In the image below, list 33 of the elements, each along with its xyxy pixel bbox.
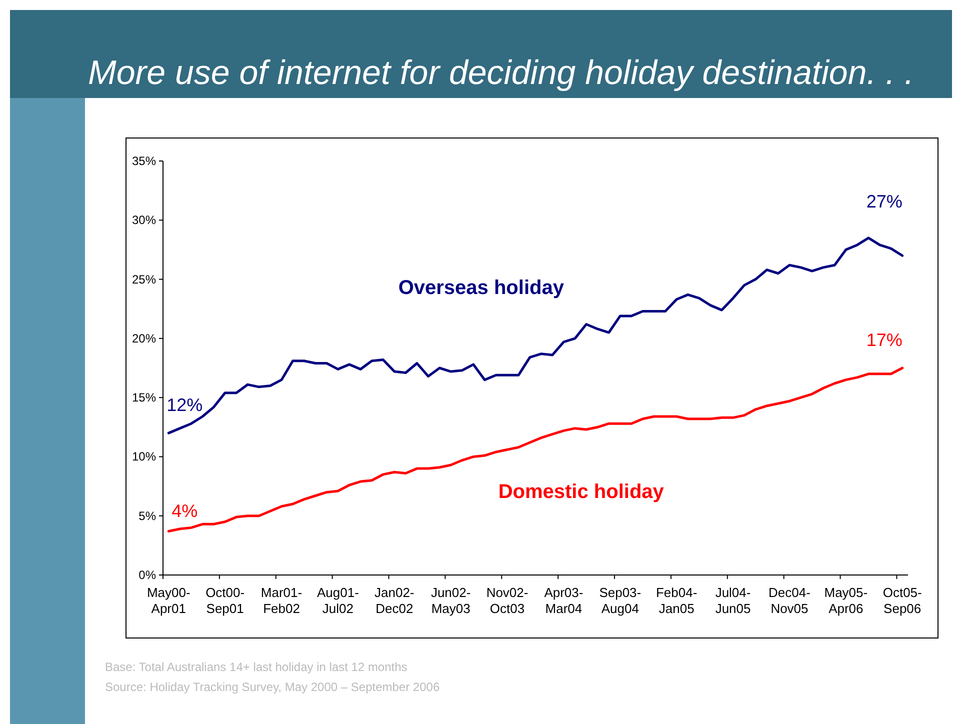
- y-tick-label: 25%: [132, 272, 156, 286]
- data-label: 12%: [166, 395, 203, 416]
- x-tick-label: Aug01-Jul02: [317, 585, 359, 616]
- y-tick-label: 5%: [138, 508, 156, 523]
- x-tick-label: Dec04-Nov05: [768, 585, 810, 616]
- x-tick-label: Sep03-Aug04: [599, 585, 642, 616]
- y-tick-label: 20%: [132, 331, 156, 346]
- line-series: [167, 236, 904, 434]
- y-tick-label: 15%: [132, 390, 156, 405]
- series-label: Overseas holiday: [398, 276, 565, 299]
- y-tick-label: 0%: [138, 568, 156, 582]
- x-tick-label: May00-Apr01: [146, 585, 190, 616]
- data-label: 4%: [172, 501, 198, 522]
- x-tick-label: Jun02-May03: [430, 585, 471, 616]
- text: Base: Total Australians 14+ last holiday in last 12 months: [105, 660, 408, 674]
- x-tick-label: Jul04-Jun05: [715, 585, 751, 616]
- chart-title: More use of internet for deciding holiday destination. . .: [88, 54, 914, 92]
- line-series: [167, 366, 904, 532]
- y-tick-label: 35%: [132, 154, 156, 168]
- series-label: Domestic holiday: [498, 480, 665, 503]
- y-tick-label: 30%: [132, 213, 156, 228]
- data-label: 17%: [866, 330, 902, 350]
- x-tick-label: Jan02-Dec02: [374, 585, 414, 616]
- x-tick-label: Oct05-Sep06: [882, 585, 922, 616]
- x-tick-label: Mar01-Feb02: [260, 585, 302, 616]
- x-tick-label: May05-Apr06: [824, 585, 868, 616]
- data-label: 27%: [866, 192, 902, 212]
- x-tick-label: Feb04-Jan05: [656, 585, 698, 616]
- x-tick-label: Nov02-Oct03: [486, 585, 528, 616]
- source-note: Source: Holiday Tracking Survey, May 2000 – September 2006: [105, 680, 440, 694]
- x-tick-label: Apr03-Mar04: [544, 585, 584, 616]
- x-tick-label: Oct00-Sep01: [206, 585, 245, 616]
- y-tick-label: 10%: [132, 450, 156, 464]
